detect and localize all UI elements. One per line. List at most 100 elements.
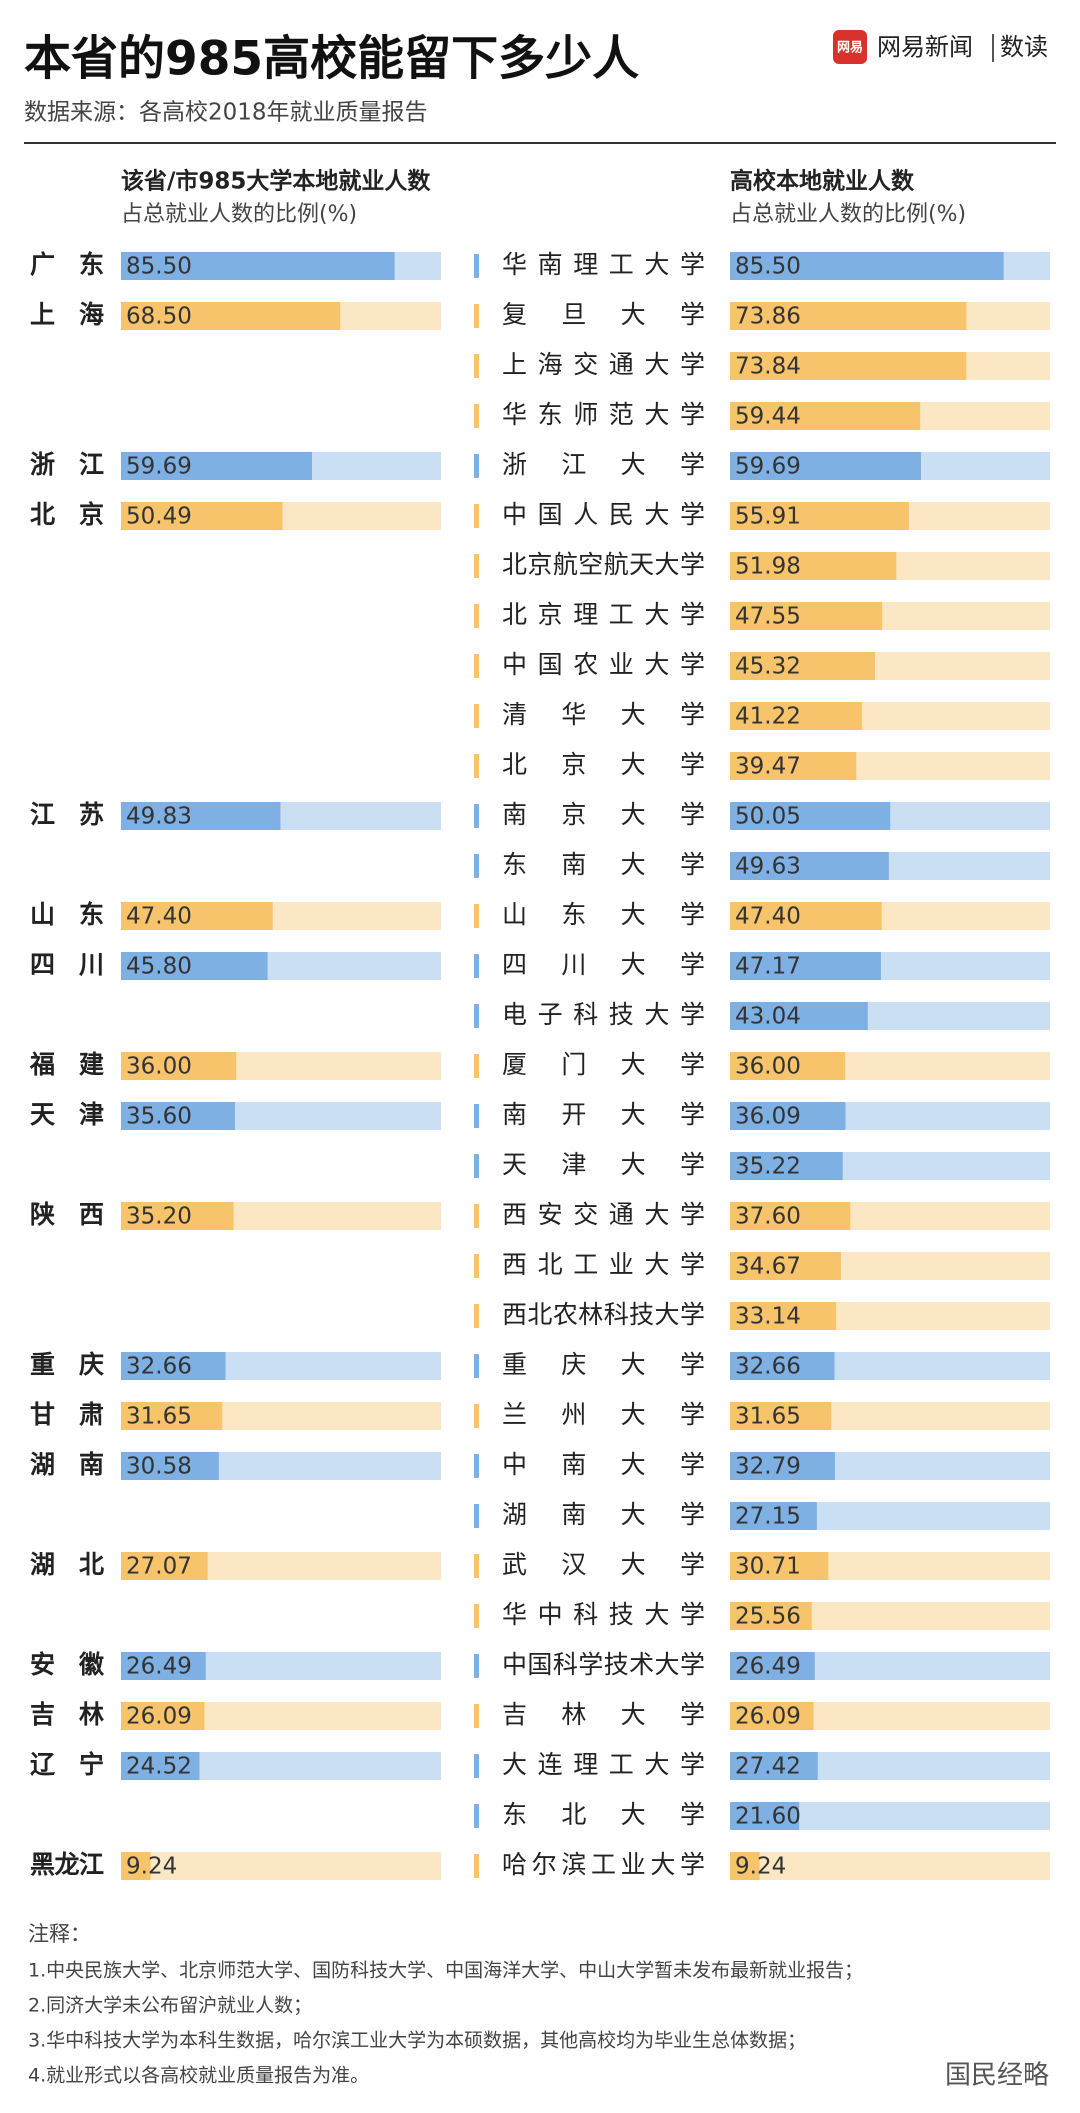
university-name: 哈尔滨工业大学 bbox=[502, 1850, 705, 1879]
value-label: 26.49 bbox=[126, 1654, 192, 1680]
value-label: 9.24 bbox=[126, 1854, 177, 1880]
bar bbox=[730, 702, 862, 730]
value-label: 59.44 bbox=[735, 404, 801, 430]
accent bbox=[474, 854, 479, 878]
value-label: 30.71 bbox=[735, 1554, 801, 1580]
note: 4.就业形式以各高校就业质量报告为准。 bbox=[28, 2065, 369, 2087]
logo-icon: 网易 bbox=[837, 41, 863, 56]
accent bbox=[474, 1354, 479, 1378]
accent bbox=[474, 554, 479, 578]
bar bbox=[730, 602, 883, 630]
value-label: 50.05 bbox=[735, 804, 801, 830]
bar bbox=[730, 302, 967, 330]
bar bbox=[121, 1402, 223, 1430]
note: 3.华中科技大学为本科生数据，哈尔滨工业大学为本硕数据，其他高校均为毕业生总体数… bbox=[28, 2030, 806, 2052]
value-label: 32.66 bbox=[126, 1354, 192, 1380]
bar bbox=[730, 1402, 832, 1430]
accent bbox=[474, 504, 479, 528]
value-label: 49.63 bbox=[735, 854, 801, 880]
bar bbox=[730, 652, 876, 680]
value-label: 35.60 bbox=[126, 1104, 192, 1130]
university-name: 北京航空航天大学 bbox=[502, 550, 705, 579]
value-label: 39.47 bbox=[735, 754, 801, 780]
province-name: 安徽 bbox=[30, 1650, 105, 1679]
bar bbox=[121, 452, 313, 480]
accent bbox=[474, 354, 479, 378]
value-label: 27.42 bbox=[735, 1754, 801, 1780]
value-label: 35.22 bbox=[735, 1154, 801, 1180]
bar bbox=[121, 502, 283, 530]
university-name: 武汉大学 bbox=[502, 1550, 705, 1579]
accent bbox=[474, 1754, 479, 1778]
value-label: 73.86 bbox=[735, 304, 801, 330]
university-name: 天津大学 bbox=[502, 1150, 705, 1179]
accent bbox=[474, 454, 479, 478]
bar bbox=[730, 252, 1004, 280]
value-label: 35.20 bbox=[126, 1204, 192, 1230]
bar bbox=[730, 1202, 851, 1230]
right-subheader: 占总就业人数的比例(%) bbox=[730, 202, 966, 227]
accent bbox=[474, 1054, 479, 1078]
bar bbox=[121, 802, 281, 830]
province-name: 北京 bbox=[30, 500, 104, 529]
accent bbox=[474, 1104, 479, 1128]
bar-track bbox=[121, 1852, 441, 1880]
university-name: 西安交通大学 bbox=[502, 1200, 705, 1229]
bar bbox=[730, 1052, 846, 1080]
accent bbox=[474, 754, 479, 778]
bar bbox=[730, 1002, 868, 1030]
value-label: 26.09 bbox=[735, 1704, 801, 1730]
university-name: 中国科学技术大学 bbox=[502, 1650, 705, 1679]
value-label: 45.32 bbox=[735, 654, 801, 680]
value-label: 31.65 bbox=[126, 1404, 192, 1430]
value-label: 27.07 bbox=[126, 1554, 192, 1580]
bar bbox=[121, 1552, 208, 1580]
accent bbox=[474, 1704, 479, 1728]
note: 1.中央民族大学、北京师范大学、国防科技大学、中国海洋大学、中山大学暂未发布最新… bbox=[28, 1960, 863, 1982]
value-label: 41.22 bbox=[735, 704, 801, 730]
bar bbox=[730, 402, 921, 430]
value-label: 59.69 bbox=[735, 454, 801, 480]
accent bbox=[474, 1504, 479, 1528]
value-label: 36.09 bbox=[735, 1104, 801, 1130]
accent bbox=[474, 904, 479, 928]
bar bbox=[121, 1102, 235, 1130]
bar bbox=[730, 1352, 835, 1380]
university-name: 华中科技大学 bbox=[502, 1600, 705, 1629]
accent bbox=[474, 1304, 479, 1328]
subtitle: 数据来源：各高校2018年就业质量报告 bbox=[24, 100, 428, 126]
university-name: 北京理工大学 bbox=[502, 600, 705, 629]
value-label: 25.56 bbox=[735, 1604, 801, 1630]
bar bbox=[730, 1452, 835, 1480]
value-label: 47.17 bbox=[735, 954, 801, 980]
accent bbox=[474, 1404, 479, 1428]
province-name: 辽宁 bbox=[30, 1750, 104, 1779]
accent bbox=[474, 1454, 479, 1478]
university-name: 山东大学 bbox=[502, 900, 705, 929]
value-label: 49.83 bbox=[126, 804, 192, 830]
accent bbox=[474, 254, 479, 278]
accent bbox=[474, 1004, 479, 1028]
bar bbox=[730, 1252, 841, 1280]
bar bbox=[730, 552, 897, 580]
university-name: 清华大学 bbox=[502, 700, 705, 729]
accent bbox=[474, 1154, 479, 1178]
value-label: 26.09 bbox=[126, 1704, 192, 1730]
value-label: 30.58 bbox=[126, 1454, 192, 1480]
value-label: 43.04 bbox=[735, 1004, 801, 1030]
bar bbox=[121, 902, 273, 930]
accent bbox=[474, 704, 479, 728]
value-label: 33.14 bbox=[735, 1304, 801, 1330]
bar bbox=[730, 952, 881, 980]
value-label: 9.24 bbox=[735, 1854, 786, 1880]
notes-title: 注释： bbox=[28, 1922, 91, 1946]
accent bbox=[474, 604, 479, 628]
value-label: 47.40 bbox=[735, 904, 801, 930]
university-name: 重庆大学 bbox=[502, 1350, 705, 1379]
accent bbox=[474, 1604, 479, 1628]
province-name: 甘肃 bbox=[30, 1400, 104, 1429]
value-label: 68.50 bbox=[126, 304, 192, 330]
accent bbox=[474, 954, 479, 978]
value-label: 73.84 bbox=[735, 354, 801, 380]
university-name: 吉林大学 bbox=[502, 1700, 705, 1729]
